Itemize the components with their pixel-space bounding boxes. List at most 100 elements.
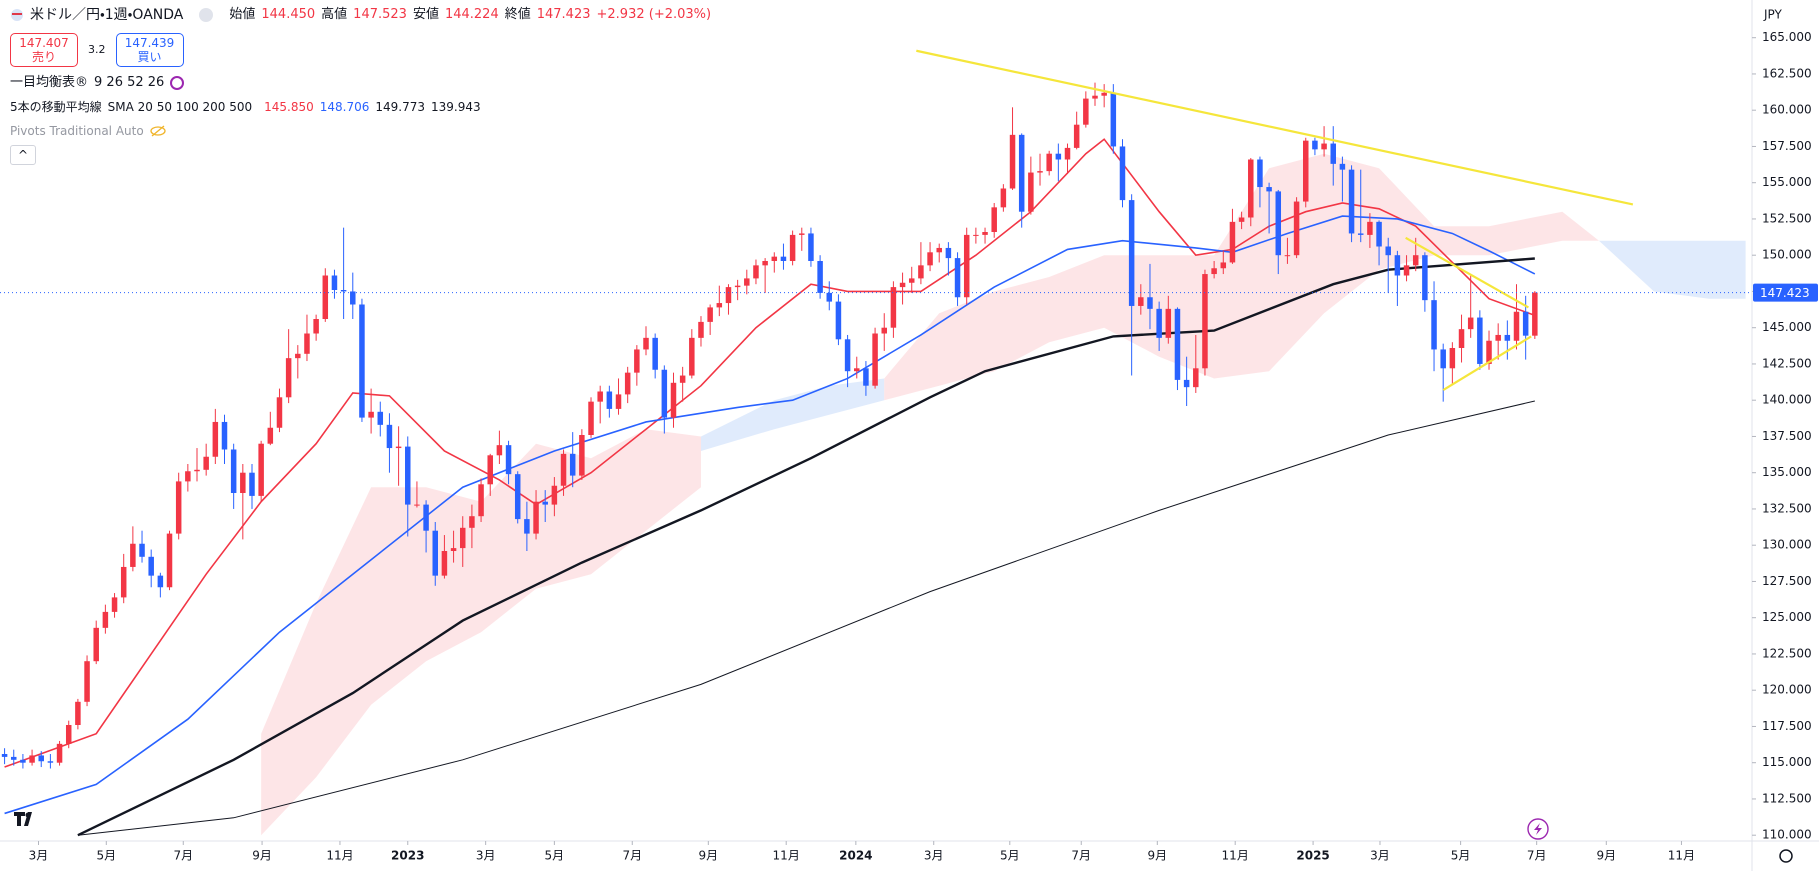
y-tick-label: 122.500: [1762, 646, 1812, 660]
y-tick-label: 112.500: [1762, 791, 1812, 805]
y-tick-label: 165.000: [1762, 30, 1812, 44]
y-tick-label: 145.000: [1762, 320, 1812, 334]
toggle-row: ^: [10, 145, 711, 165]
candle-body: [744, 278, 750, 286]
candle-body: [1513, 311, 1520, 341]
candle-body: [1211, 268, 1217, 275]
candle-body: [762, 261, 768, 266]
candle-body: [1165, 308, 1172, 338]
candle-body: [1357, 233, 1364, 235]
candle-body: [1147, 297, 1153, 309]
candle-body: [1339, 163, 1346, 170]
candle-body: [817, 261, 823, 293]
candle-body: [148, 556, 154, 576]
candle-body: [698, 321, 704, 338]
candle-body: [1055, 153, 1062, 160]
indicator-row[interactable]: 5本の移動平均線 SMA 20 50 100 200 500 145.850 1…: [10, 97, 711, 117]
y-tick-label: 137.500: [1762, 429, 1812, 443]
y-tick-label: 160.000: [1762, 103, 1812, 117]
collapse-button[interactable]: [199, 8, 214, 22]
y-tick-label: 157.500: [1762, 139, 1812, 153]
candle-body: [111, 597, 118, 612]
symbol[interactable]: 米ドル／円・1週・OANDA: [30, 7, 184, 23]
ohlc-value: 144.224: [444, 7, 499, 22]
ohlc-value: 147.523: [353, 7, 407, 22]
candle-body: [1257, 159, 1263, 188]
ohlc-value: 144.450: [261, 7, 316, 22]
candle-body: [918, 265, 924, 279]
buy-price: 147.439: [124, 36, 175, 50]
indicator-row[interactable]: 一目均衡表® 9 26 52 26: [10, 73, 711, 93]
alert-icon[interactable]: [1527, 818, 1549, 840]
candle-body: [212, 421, 219, 457]
candle-body: [29, 755, 35, 763]
candle-body: [120, 566, 127, 598]
candle-body: [20, 759, 26, 763]
candle-body: [1092, 95, 1098, 99]
ohlc-value: 147.423: [536, 7, 591, 22]
spread: 3.2: [88, 43, 106, 56]
trendline: [1442, 335, 1532, 391]
candle-body: [405, 446, 411, 505]
candle-body: [872, 333, 878, 386]
candle-body: [10, 756, 17, 760]
candle-body: [322, 275, 329, 319]
ma-value: 139.943: [431, 100, 481, 114]
sell-button[interactable]: 147.407 売り: [10, 33, 78, 67]
x-tick-label: 7月: [173, 849, 193, 863]
candle-body: [1303, 140, 1309, 202]
indicator-params: SMA 20 50 100 200 500: [107, 100, 253, 114]
y-tick-label: 155.000: [1762, 175, 1812, 189]
candle-body: [1495, 334, 1501, 341]
x-tick-label: 5月: [545, 849, 565, 863]
candle-body: [624, 372, 631, 395]
currency: JPY: [1763, 8, 1783, 22]
candle-body: [533, 501, 539, 534]
candle-body: [1238, 217, 1245, 222]
y-tick-label: 130.000: [1762, 538, 1812, 552]
candle-body: [1073, 124, 1080, 148]
x-tick-label: 3月: [924, 849, 944, 863]
plot: [1, 49, 1746, 837]
refresh-icon[interactable]: [170, 76, 185, 90]
candle-body: [679, 375, 686, 383]
candle-body: [808, 233, 814, 261]
candle-body: [780, 256, 787, 261]
logo-dot: [25, 812, 31, 818]
candle-body: [1394, 255, 1401, 276]
candle-body: [93, 627, 99, 662]
candle-body: [377, 411, 384, 425]
last-price-box: [1753, 283, 1818, 302]
candle-body: [1000, 188, 1007, 208]
candle-body: [725, 287, 732, 304]
buy-button[interactable]: 147.439 買い: [115, 33, 184, 67]
candle-body: [423, 504, 429, 531]
candle-body: [670, 382, 677, 418]
indicator-row[interactable]: Pivots Traditional Auto: [10, 121, 711, 141]
candle-body: [973, 234, 979, 236]
candle-body: [1138, 297, 1144, 306]
candle-body: [1522, 311, 1529, 336]
candle-body: [835, 301, 842, 340]
candle-body: [505, 445, 512, 475]
candle-body: [157, 575, 164, 588]
y-tick-label: 142.500: [1762, 356, 1812, 370]
collapse-legend[interactable]: ^: [10, 145, 36, 165]
candle-body: [1156, 308, 1162, 338]
alert-bolt: [1534, 823, 1542, 835]
settings-icon[interactable]: [1779, 849, 1793, 863]
candle-body: [514, 474, 521, 520]
candle-body: [441, 551, 448, 576]
candle-body: [395, 446, 402, 449]
ichimoku-cloud: [261, 429, 701, 836]
hidden-icon[interactable]: [150, 125, 166, 137]
candle-body: [579, 435, 585, 476]
candle-body: [340, 290, 347, 292]
candle-body: [1248, 159, 1254, 218]
candle-body: [1348, 169, 1355, 234]
ohlc-label: 安値: [412, 7, 439, 22]
candle-body: [368, 411, 374, 418]
candle-body: [1330, 143, 1336, 164]
candle-body: [652, 337, 658, 370]
y-tick-label: 125.000: [1762, 610, 1812, 624]
